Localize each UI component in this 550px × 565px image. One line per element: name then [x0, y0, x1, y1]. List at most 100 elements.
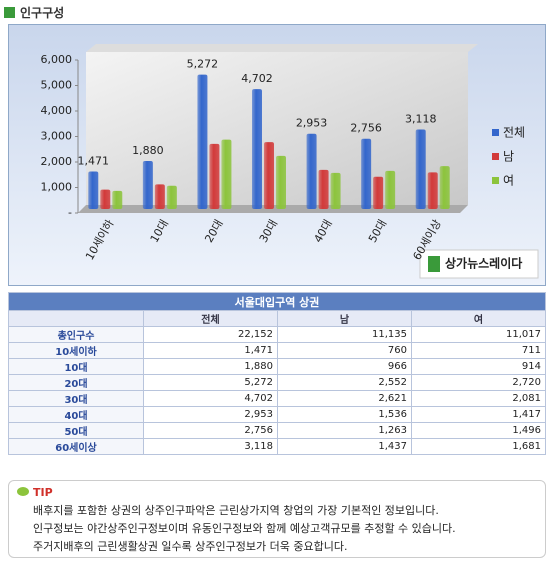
bar	[373, 176, 384, 209]
y-tick-label: -	[68, 206, 72, 219]
tip-line: 주거지배후의 근린생활상권 일수록 상주인구정보가 더욱 중요합니다.	[33, 540, 348, 553]
header-corner	[8, 310, 144, 327]
table-row: 20대 5,272 2,552 2,720	[8, 374, 546, 391]
table-cell: 4,702	[143, 390, 278, 407]
table-row: 총인구수 22,152 11,135 11,017	[8, 326, 546, 343]
table-cell: 2,953	[143, 406, 278, 423]
header-icon	[4, 7, 15, 18]
table-row: 50대 2,756 1,263 1,496	[8, 422, 546, 439]
table-cell: 2,552	[277, 374, 412, 391]
column-header: 남	[277, 310, 412, 327]
data-label: 2,756	[350, 122, 382, 135]
column-header: 전체	[143, 310, 278, 327]
table-cell: 1,880	[143, 358, 278, 375]
bar	[439, 166, 450, 209]
legend-swatch	[492, 177, 499, 184]
row-header: 10대	[8, 358, 144, 375]
row-header: 50대	[8, 422, 144, 439]
table-cell: 2,720	[411, 374, 546, 391]
bar	[361, 138, 372, 209]
table-cell: 914	[411, 358, 546, 375]
table-cell: 1,263	[277, 422, 412, 439]
bar	[197, 74, 208, 209]
y-tick-label: 2,000	[41, 155, 73, 168]
table-cell: 711	[411, 342, 546, 359]
table-cell: 2,081	[411, 390, 546, 407]
table-cell: 2,621	[277, 390, 412, 407]
bar	[221, 139, 232, 209]
data-label: 2,953	[296, 117, 328, 130]
data-label: 5,272	[187, 58, 219, 71]
table-header-row: 전체 남 여	[8, 310, 546, 327]
row-header: 10세이하	[8, 342, 144, 359]
bar	[154, 184, 165, 209]
bar	[427, 172, 438, 209]
section-header: 인구구성	[4, 4, 64, 21]
row-header: 20대	[8, 374, 144, 391]
logo-icon	[428, 256, 440, 272]
table-cell: 966	[277, 358, 412, 375]
legend-label: 남	[503, 150, 514, 164]
tip-line: 인구정보는 야간상주인구정보이며 유동인구정보와 함께 예상고객규모를 추정할 …	[33, 522, 456, 535]
table-cell: 22,152	[143, 326, 278, 343]
table-cell: 1,681	[411, 438, 546, 455]
tip-title: TIP	[17, 486, 53, 499]
row-header: 40대	[8, 406, 144, 423]
data-label: 3,118	[405, 112, 437, 125]
table-row: 40대 2,953 1,536 1,417	[8, 406, 546, 423]
table-cell: 760	[277, 342, 412, 359]
bar	[264, 142, 274, 209]
bar	[330, 172, 341, 209]
table-row: 10세이하 1,471 760 711	[8, 342, 546, 359]
bar	[142, 161, 153, 209]
table-cell: 11,135	[277, 326, 412, 343]
bar	[100, 189, 111, 209]
chart: 상가뉴스레이다 - 1,000 2,000 3,000 4,000 5,000 6,000 1…	[8, 24, 546, 286]
bar	[415, 129, 426, 209]
bar	[276, 155, 286, 209]
y-tick-label: 5,000	[41, 79, 73, 92]
y-tick-label: 4,000	[41, 104, 73, 117]
row-header: 총인구수	[8, 326, 144, 343]
column-header: 여	[411, 310, 546, 327]
bar	[88, 171, 99, 209]
data-label: 1,471	[78, 154, 110, 167]
logo-text: 상가뉴스레이다	[445, 256, 522, 271]
legend-label: 여	[503, 174, 514, 188]
bar	[318, 169, 329, 209]
table-cell: 1,417	[411, 406, 546, 423]
bar	[209, 143, 220, 209]
bar	[166, 185, 177, 209]
table-cell: 3,118	[143, 438, 278, 455]
legend-swatch	[492, 129, 499, 136]
y-tick-label: 1,000	[41, 181, 73, 194]
data-label: 4,702	[241, 72, 273, 85]
y-tick-label: 6,000	[41, 53, 73, 66]
table-title-row: 서울대입구역 상권	[8, 292, 546, 311]
table-cell: 1,437	[277, 438, 412, 455]
table-cell: 5,272	[143, 374, 278, 391]
table-cell: 2,756	[143, 422, 278, 439]
row-header: 30대	[8, 390, 144, 407]
tip-line: 배후지를 포함한 상권의 상주인구파악은 근린상가지역 창업의 가장 기본적인 …	[33, 504, 439, 517]
data-table: 서울대입구역 상권 전체 남 여 총인구수 22,152 11,135 11,017 10세이하…	[8, 292, 546, 455]
bar	[306, 133, 317, 209]
table-row: 10대 1,880 966 914	[8, 358, 546, 375]
legend-label: 전체	[503, 126, 525, 140]
logo-box	[419, 249, 539, 279]
table-row: 30대 4,702 2,621 2,081	[8, 390, 546, 407]
table-cell: 11,017	[411, 326, 546, 343]
bar	[112, 190, 123, 209]
wall-top	[86, 44, 478, 52]
y-tick-label: 3,000	[41, 130, 73, 143]
table-cell: 1,536	[277, 406, 412, 423]
tip-box: TIP 배후지를 포함한 상권의 상주인구파악은 근린상가지역 창업의 가장 기본…	[8, 480, 546, 558]
header-title: 인구구성	[20, 6, 65, 20]
bar	[385, 170, 396, 209]
table-title: 서울대입구역 상권	[8, 292, 546, 311]
data-label: 1,880	[132, 144, 164, 157]
table-row: 60세이상 3,118 1,437 1,681	[8, 438, 546, 455]
row-header: 60세이상	[8, 438, 144, 455]
table-cell: 1,496	[411, 422, 546, 439]
